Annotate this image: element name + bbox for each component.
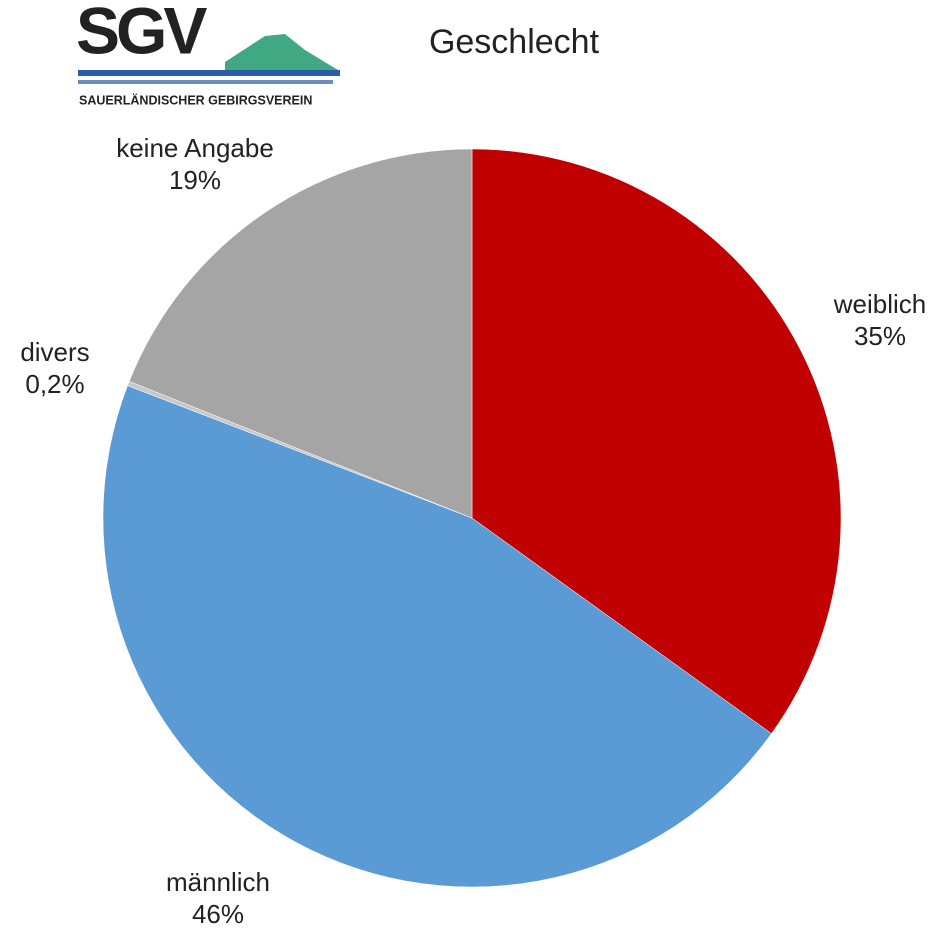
pie-slice [102,385,772,888]
pie-slice [471,148,842,734]
slice-label: keine Angabe [116,133,274,163]
pie-slice [128,148,473,519]
slice-value-label: 19% [169,165,221,195]
slice-label: divers [20,337,89,367]
logo-band [78,70,340,76]
slice-label: männlich [166,867,270,897]
logo: SGV SAUERLÄNDISCHER GEBIRGSVEREIN [76,0,340,107]
slice-value-label: 46% [192,899,244,929]
logo-mountain [225,34,338,70]
slice-label: weiblich [833,289,927,319]
chart-title: Geschlecht [429,23,600,61]
slice-value-label: 0,2% [25,369,84,399]
slice-value-label: 35% [854,321,906,351]
logo-band [78,80,333,84]
logo-text: SGV [76,0,207,67]
logo-subtitle: SAUERLÄNDISCHER GEBIRGSVEREIN [79,92,312,107]
